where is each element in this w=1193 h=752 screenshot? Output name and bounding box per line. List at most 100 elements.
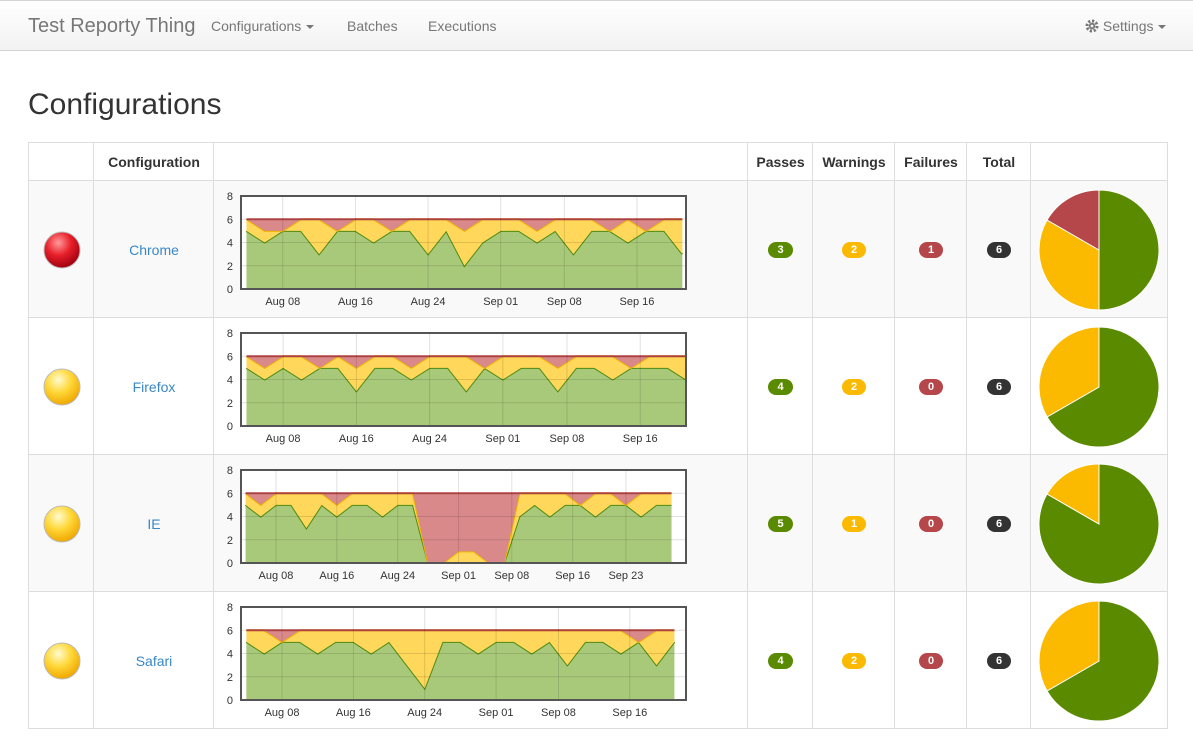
warnings-badge: 2 [841,652,867,669]
x-tick-label: Sep 08 [541,707,576,719]
table-bottom-border [28,728,1168,729]
table-cell: Chrome [93,180,214,318]
y-tick-label: 8 [227,328,233,340]
y-tick-label: 4 [227,649,233,661]
table-cell: 0 2 4 6 8 Aug 08 Aug 16 Aug 24 Sep 01 Sep 08 Sep 1… [213,454,748,592]
y-tick-label: 6 [227,351,233,363]
pie-chart [1038,462,1160,584]
table-cell: 4 [747,591,813,729]
x-tick-label: Sep 16 [620,296,655,308]
trend-chart: 0 2 4 6 8 Aug 08 Aug 16 Aug 24 Sep 01 Sep 08 Sep 1… [227,465,687,582]
gear-icon [1085,19,1099,33]
table-cell: 0 [894,454,967,592]
passes-area [246,367,686,426]
configuration-link[interactable]: Chrome [129,241,179,258]
nav-link[interactable]: Configurations [211,18,315,34]
trend-chart: 0 2 4 6 8 Aug 08 Aug 16 Aug 24 Sep 01 Sep 08 Sep 1… [227,328,687,445]
table-cell: Firefox [93,317,214,455]
table-cell: 6 [966,180,1031,318]
table-cell: 6 [966,317,1031,455]
passes-badge: 3 [768,241,793,258]
warnings-area [246,630,675,689]
warnings-slice [1038,325,1100,418]
header-cell: Total [966,142,1031,181]
table-cell [1030,317,1168,455]
y-tick-label: 0 [227,695,233,707]
x-tick-label: Aug 24 [411,296,446,308]
x-tick-label: Aug 08 [265,296,300,308]
table-cell: 6 [966,454,1031,592]
status-light [43,505,80,542]
status-light [43,231,80,268]
x-tick-label: Sep 08 [547,296,582,308]
header-cell [28,142,94,181]
plot-frame [240,606,687,701]
total-badge: 6 [986,241,1012,258]
passes-badge: 5 [768,515,793,532]
x-tick-label: Sep 16 [612,707,647,719]
plot-frame [240,195,687,290]
header-cell: Configuration [93,142,214,181]
passes-badge: 4 [768,652,793,669]
table-cell: 2 [812,591,895,729]
failures-area [245,493,672,563]
x-tick-label: Aug 08 [259,570,294,582]
nav-link[interactable]: Batches [347,18,398,34]
warnings-badge: 2 [841,378,867,395]
warnings-slice [1038,599,1100,692]
nav-link[interactable]: Executions [428,18,497,34]
navbar: Test Reporty Thing Configurations Batche… [0,0,1193,51]
x-tick-label: Aug 24 [380,570,415,582]
status-icon [43,368,80,405]
warnings-area [245,493,672,563]
y-tick-label: 2 [227,535,233,547]
table-cell [28,180,94,318]
status-icon [43,231,80,268]
configuration-link[interactable]: Firefox [132,378,176,395]
header-cell [213,142,748,181]
y-tick-label: 4 [227,375,233,387]
x-tick-label: Sep 16 [623,433,658,445]
table-cell [28,317,94,455]
warnings-area [246,356,686,392]
x-tick-label: Sep 01 [485,433,520,445]
x-tick-label: Sep 16 [555,570,590,582]
configuration-link[interactable]: Safari [135,652,173,669]
y-tick-label: 6 [227,488,233,500]
configuration-link[interactable]: IE [147,515,161,532]
warnings-badge: 1 [841,515,867,532]
caret [1158,25,1167,30]
table-cell [28,591,94,729]
x-tick-label: Sep 01 [479,707,514,719]
y-tick-label: 6 [227,214,233,226]
status-light [43,642,80,679]
settings-menu[interactable]: Settings [1085,18,1167,34]
y-tick-label: 0 [227,421,233,433]
table-cell: 1 [894,180,967,318]
x-tick-label: Sep 08 [494,570,529,582]
y-tick-label: 2 [227,672,233,684]
table-cell: 2 [812,317,895,455]
pie-chart [1038,188,1160,311]
pie-chart [1038,599,1160,721]
table-cell: 0 [894,317,967,455]
caret [306,25,315,30]
table-cell: 4 [747,317,813,455]
table-cell: 0 [894,591,967,729]
x-tick-label: Aug 24 [412,433,447,445]
failures-area [246,219,683,231]
header-cell [1030,142,1168,181]
brand[interactable]: Test Reporty Thing [28,15,196,37]
plot-frame [240,469,687,564]
table-cell [1030,454,1168,592]
passes-area [246,641,675,700]
table-cell: 6 [966,591,1031,729]
table-cell [1030,180,1168,318]
table-cell: Safari [93,591,214,729]
warnings-slice [1046,462,1100,525]
x-tick-label: Aug 08 [266,433,301,445]
header-cell: Warnings [812,142,895,181]
page-title: Configurations [28,88,222,121]
table-cell: IE [93,454,214,592]
